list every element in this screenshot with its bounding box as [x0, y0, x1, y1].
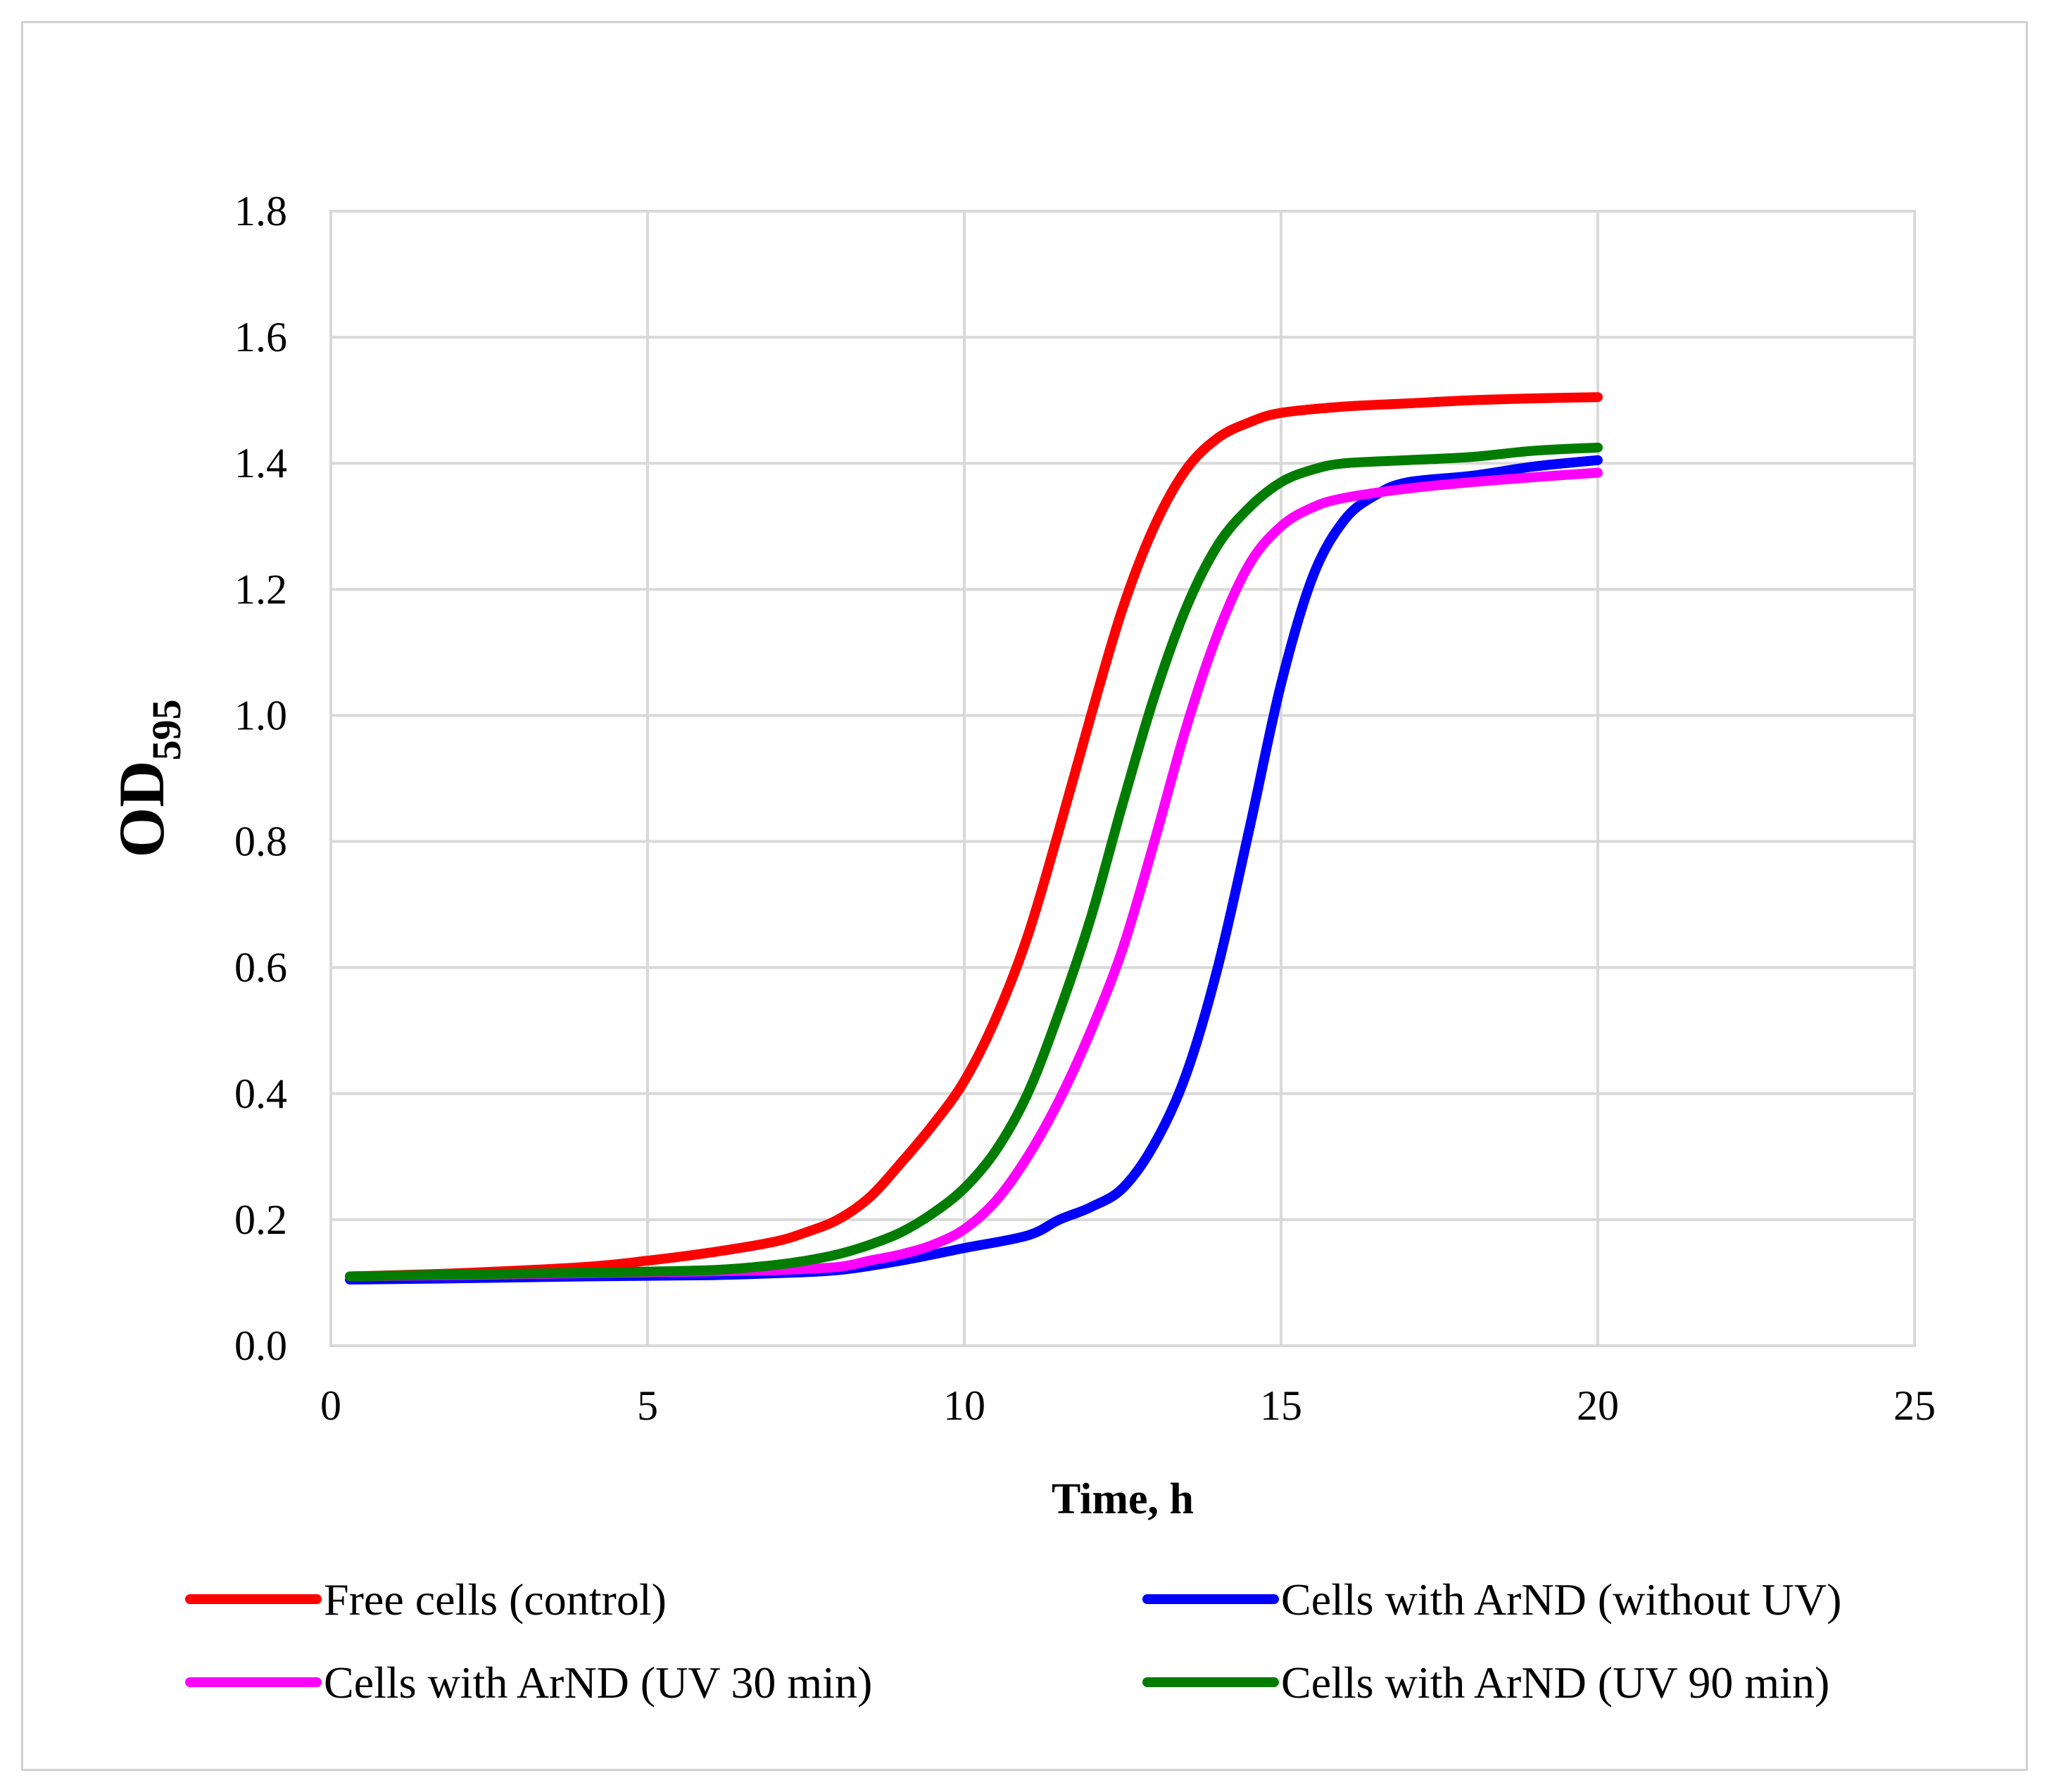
- series-lines: [345, 392, 1603, 1285]
- y-tick-labels: 0.0 0.2 0.4 0.6 0.8 1.0 1.2 1.4 1.6 1.8: [234, 188, 287, 1369]
- x-tick-label: 20: [1577, 1382, 1619, 1429]
- y-axis-title-main: OD: [106, 761, 177, 858]
- y-tick-label: 0.4: [234, 1071, 287, 1117]
- gridlines: [329, 210, 1916, 1347]
- y-tick-label: 1.8: [234, 188, 287, 234]
- x-tick-labels: 0 5 10 15 20 25: [320, 1382, 1936, 1429]
- y-tick-label: 1.0: [234, 692, 287, 738]
- legend: Free cells (control) Cells with ArND (wit…: [185, 1575, 1841, 1708]
- y-tick-label: 1.2: [234, 566, 287, 612]
- legend-label: Cells with ArND (without UV): [1281, 1575, 1841, 1624]
- plot-area: [329, 210, 1916, 1347]
- y-tick-label: 1.6: [234, 314, 287, 360]
- y-tick-label: 0.6: [234, 945, 287, 991]
- series-line-1: [345, 392, 1603, 1282]
- y-axis-title-subscript: 595: [144, 700, 189, 761]
- x-tick-label: 5: [637, 1382, 658, 1429]
- svg-text:OD595: OD595: [106, 700, 189, 858]
- y-tick-label: 0.0: [234, 1323, 287, 1369]
- legend-label: Cells with ArND (UV 90 min): [1281, 1658, 1829, 1708]
- x-axis-title: Time, h: [1052, 1475, 1194, 1523]
- x-tick-label: 0: [320, 1382, 341, 1429]
- series-line-4: [345, 442, 1603, 1282]
- y-tick-label: 1.4: [234, 440, 287, 486]
- legend-label: Free cells (control): [324, 1575, 667, 1624]
- legend-label: Cells with ArND (UV 30 min): [324, 1658, 872, 1708]
- x-tick-label: 15: [1260, 1382, 1302, 1429]
- y-tick-label: 0.2: [234, 1197, 287, 1243]
- x-tick-label: 10: [943, 1382, 985, 1429]
- y-tick-label: 0.8: [234, 819, 287, 865]
- y-axis-title: OD595: [106, 700, 189, 858]
- x-tick-label: 25: [1893, 1382, 1936, 1429]
